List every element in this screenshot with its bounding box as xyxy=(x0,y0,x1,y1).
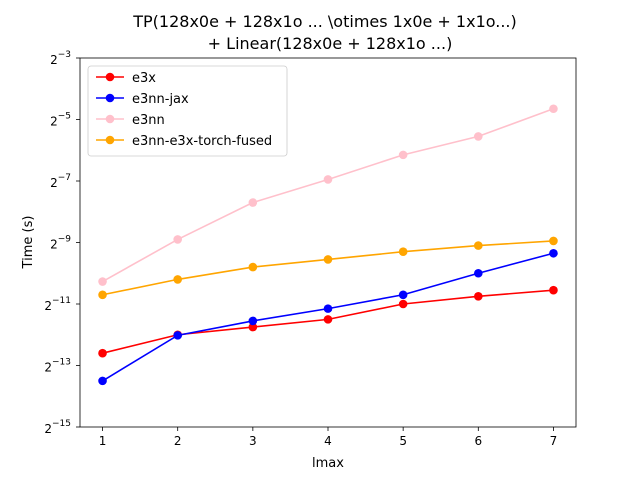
y-tick-label: 2−9 xyxy=(50,235,71,252)
series-point-e3nn-e3x-torch-fused xyxy=(323,255,333,264)
series-point-e3nn xyxy=(248,198,258,207)
legend-box xyxy=(87,65,288,157)
x-tick-label: 3 xyxy=(249,434,257,448)
series-point-e3nn-e3x-torch-fused xyxy=(248,262,258,272)
legend-label-e3x: e3x xyxy=(132,71,156,86)
x-tick-label: 2 xyxy=(174,434,182,448)
series-point-e3nn xyxy=(323,175,333,184)
series-point-e3nn-jax xyxy=(323,304,333,313)
legend-marker-e3nn-jax xyxy=(105,93,115,103)
series-point-e3nn xyxy=(549,104,558,114)
series-point-e3x xyxy=(98,348,107,358)
series-point-e3nn xyxy=(474,132,483,141)
chart-title-line2: + Linear(128x0e + 128x1o ...) xyxy=(208,34,453,53)
series-point-e3x xyxy=(398,299,408,309)
series-point-e3nn-e3x-torch-fused xyxy=(474,241,483,250)
legend-label-e3nn: e3nn xyxy=(132,113,165,128)
series-point-e3nn xyxy=(98,277,107,286)
legend-marker-e3nn-e3x-torch-fused xyxy=(105,135,115,145)
x-tick-label: 4 xyxy=(324,434,332,448)
series-point-e3nn xyxy=(173,235,182,244)
series-point-e3nn-jax xyxy=(474,268,483,278)
legend-label-e3nn-jax: e3nn-jax xyxy=(132,92,189,107)
series-point-e3nn-e3x-torch-fused xyxy=(549,236,558,246)
series-point-e3nn xyxy=(398,150,408,160)
series-point-e3x xyxy=(323,315,333,324)
series-point-e3nn-jax xyxy=(248,316,258,326)
x-tick-label: 7 xyxy=(550,434,558,448)
x-axis-label: lmax xyxy=(312,456,344,471)
legend-label-e3nn-e3x-torch-fused: e3nn-e3x-torch-fused xyxy=(132,134,272,149)
series-point-e3nn-jax xyxy=(549,248,558,258)
y-axis-label: Time (s) xyxy=(21,216,36,270)
x-tick-label: 6 xyxy=(474,434,482,448)
legend-marker-e3x xyxy=(105,72,115,82)
plot-area: 1 2 3 4 5 6 7 2−15 2−13 2−11 2−9 2−7 2−5 2−3 e3x e3nn-j… xyxy=(44,50,577,448)
x-tick-label: 1 xyxy=(99,434,107,448)
series-point-e3nn-e3x-torch-fused xyxy=(98,290,107,300)
series-point-e3x xyxy=(248,322,258,332)
y-tick-label: 2−5 xyxy=(50,112,71,129)
y-tick-label: 2−11 xyxy=(44,296,71,313)
series-point-e3nn-jax xyxy=(173,331,182,340)
series-point-e3nn-jax xyxy=(98,376,107,386)
series-point-e3x xyxy=(549,285,558,295)
y-tick-label: 2−7 xyxy=(50,173,71,190)
series-point-e3nn-jax xyxy=(398,290,408,300)
series-line-e3nn-e3x-torch-fused xyxy=(102,240,554,296)
series-point-e3x xyxy=(474,292,483,301)
series-point-e3nn-e3x-torch-fused xyxy=(173,275,182,284)
chart-title-line1: TP(128x0e + 128x1o ... \otimes 1x0e + 1x… xyxy=(132,12,517,31)
legend-marker-e3nn xyxy=(105,114,115,124)
y-tick-label: 2−3 xyxy=(50,50,71,67)
series-point-e3nn-e3x-torch-fused xyxy=(398,247,408,257)
x-tick-label: 5 xyxy=(399,434,407,448)
y-tick-label: 2−13 xyxy=(44,358,71,375)
y-tick-label: 2−15 xyxy=(44,419,71,436)
plot-frame xyxy=(79,57,577,428)
